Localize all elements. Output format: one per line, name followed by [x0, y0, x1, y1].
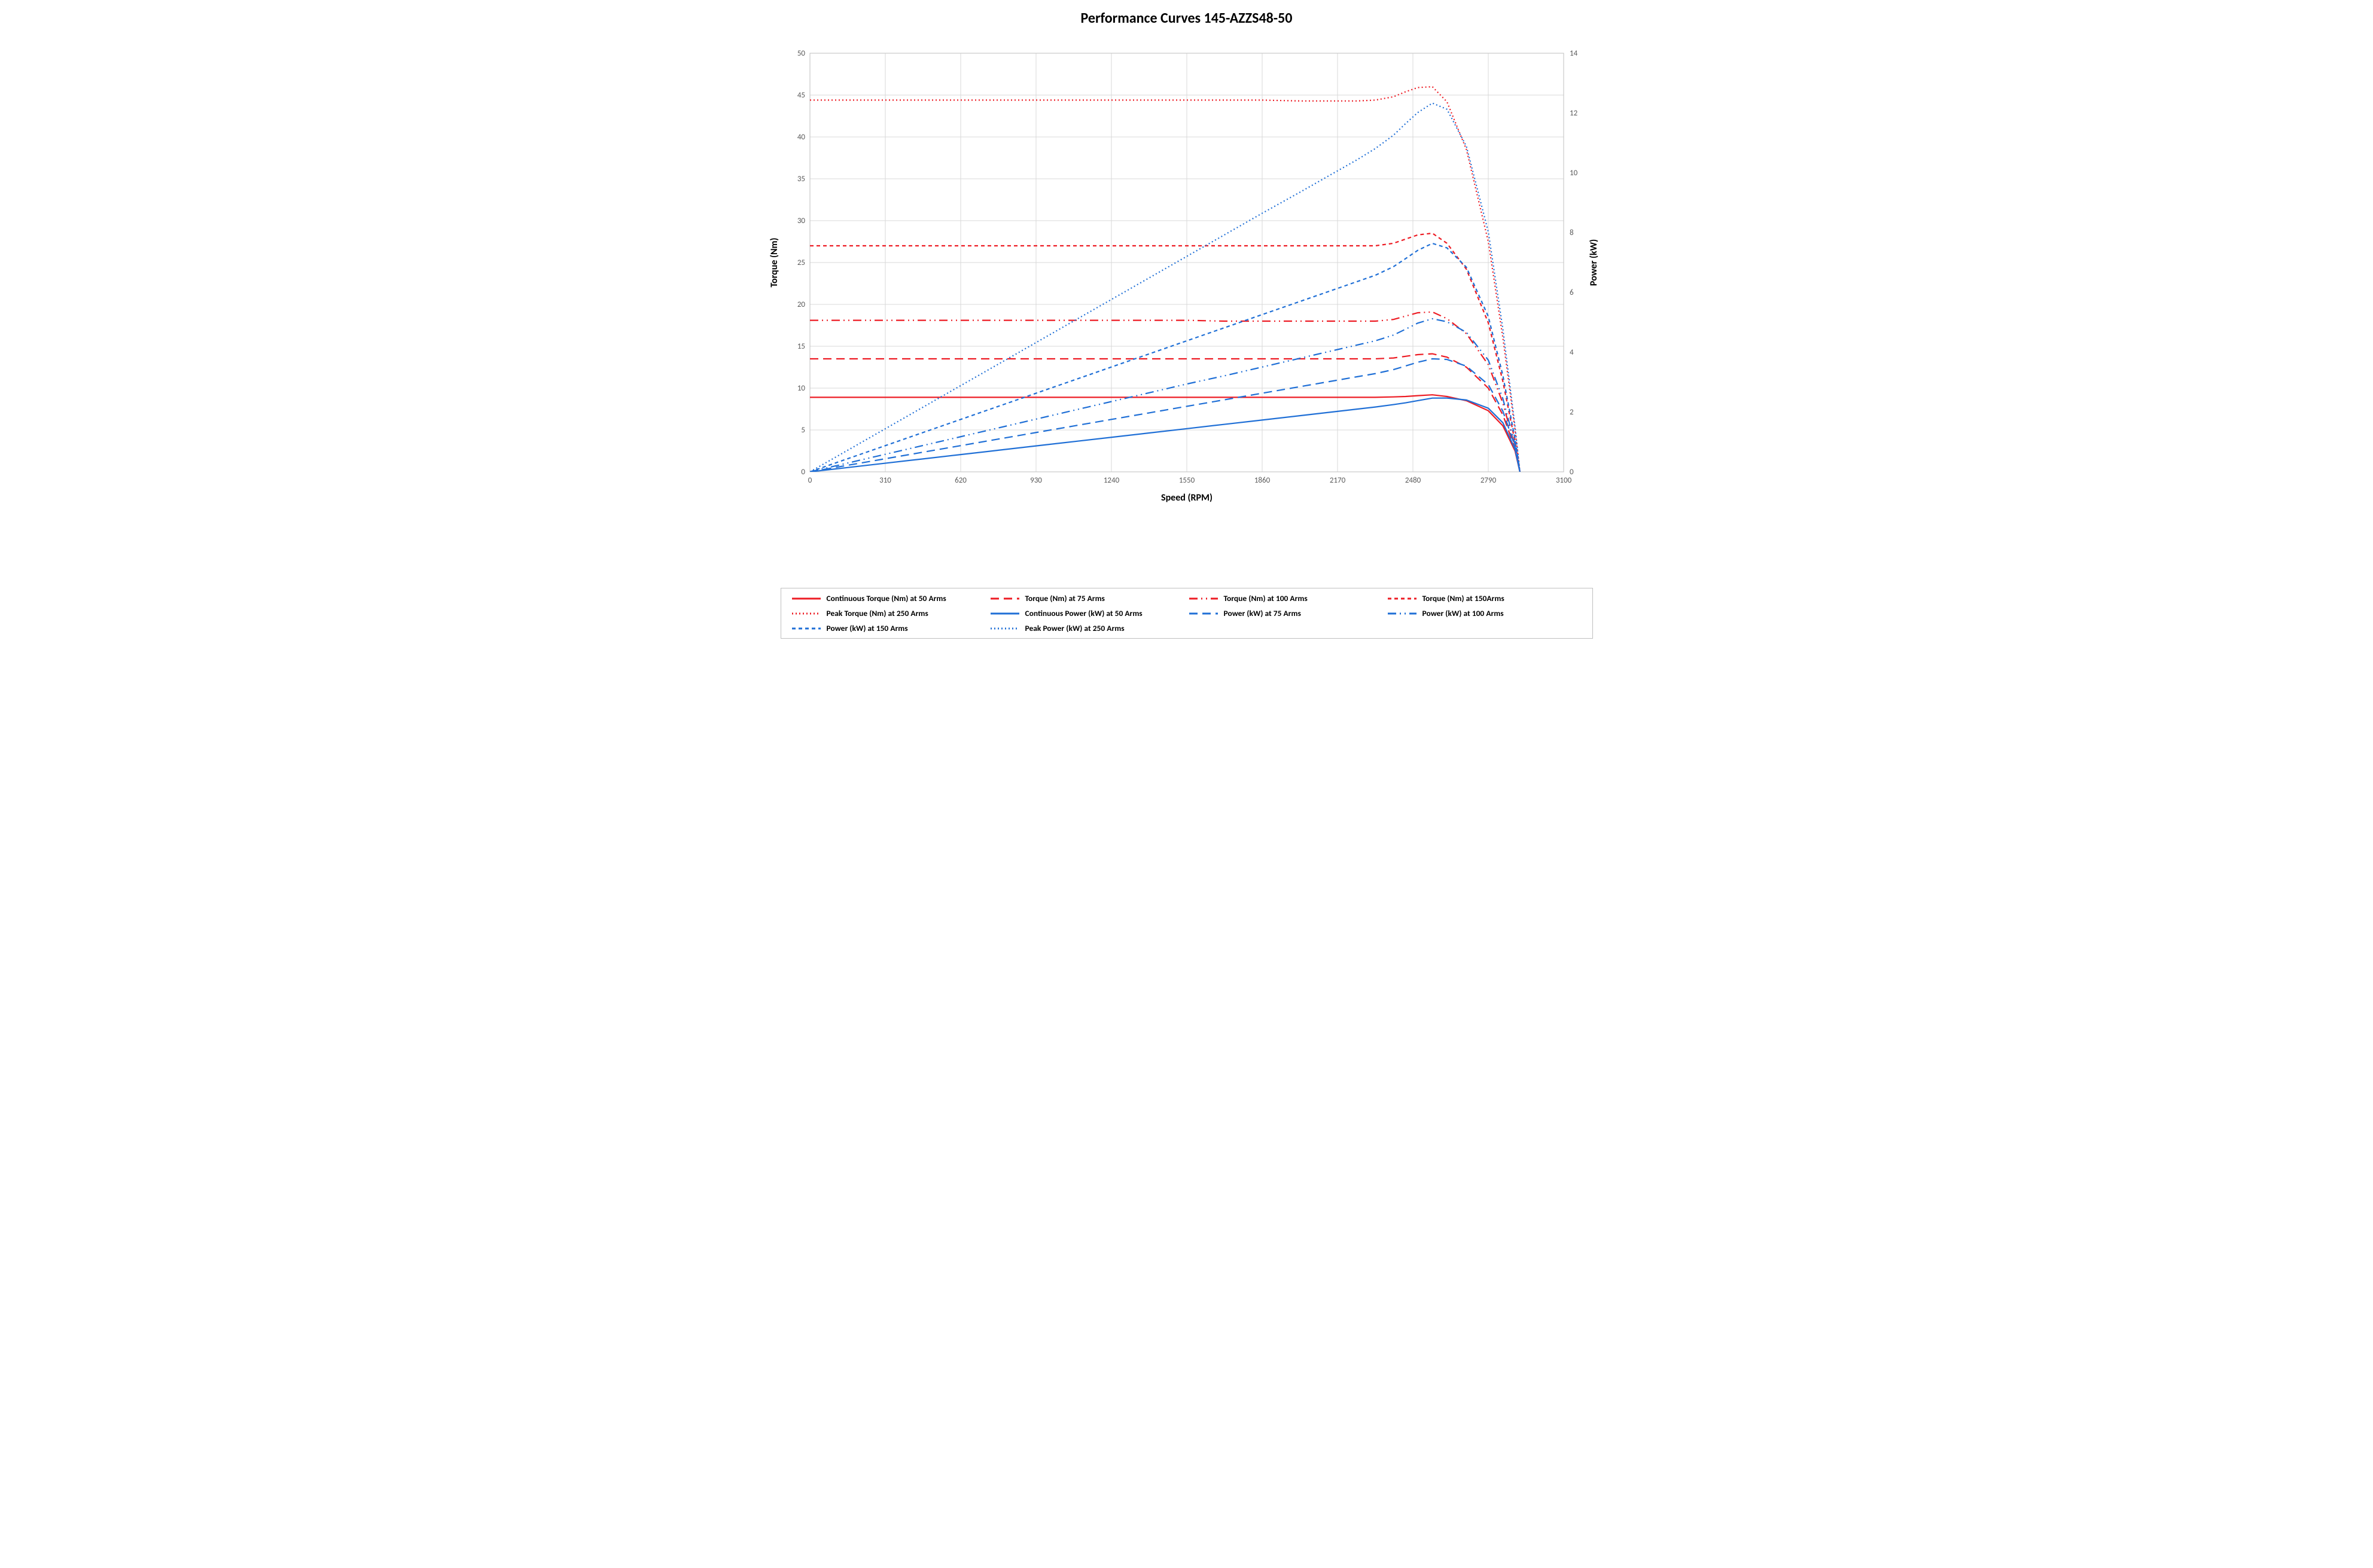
legend-swatch-power_100: [1388, 609, 1417, 618]
legend-item-torque_150: Torque (Nm) at 150Arms: [1388, 593, 1582, 603]
legend-item-torque_100: Torque (Nm) at 100 Arms: [1189, 593, 1383, 603]
y-right-tick-label: 4: [1570, 348, 1574, 357]
legend-item-torque_75: Torque (Nm) at 75 Arms: [991, 593, 1184, 603]
legend-item-power_75: Power (kW) at 75 Arms: [1189, 608, 1383, 618]
y-left-tick-label: 50: [797, 49, 805, 58]
legend-swatch-torque_100: [1189, 594, 1218, 603]
x-tick-label: 2790: [1480, 476, 1496, 485]
legend-label: Torque (Nm) at 100 Arms: [1224, 593, 1308, 603]
legend-swatch-power_250: [991, 624, 1019, 633]
legend-label: Continuous Torque (Nm) at 50 Arms: [827, 593, 946, 603]
legend-label: Torque (Nm) at 75 Arms: [1025, 593, 1105, 603]
x-axis-label: Speed (RPM): [1161, 492, 1213, 504]
legend-label: Torque (Nm) at 150Arms: [1422, 593, 1504, 603]
legend-swatch-torque_250: [792, 609, 821, 618]
y-left-tick-label: 40: [797, 133, 805, 142]
legend-label: Power (kW) at 75 Arms: [1224, 608, 1301, 618]
y-left-axis-label: Torque (Nm): [769, 237, 780, 287]
y-left-tick-label: 25: [797, 258, 805, 267]
legend-swatch-torque_50: [792, 594, 821, 603]
y-left-tick-label: 45: [797, 91, 805, 100]
y-right-axis-label: Power (kW): [1588, 239, 1600, 286]
x-tick-label: 3100: [1555, 476, 1571, 485]
legend-label: Power (kW) at 150 Arms: [827, 623, 908, 633]
chart-container: Performance Curves 145-AZZS48-50 0310620…: [750, 0, 1623, 651]
y-right-tick-label: 6: [1570, 288, 1574, 297]
legend-item-torque_250: Peak Torque (Nm) at 250 Arms: [792, 608, 986, 618]
legend-swatch-torque_150: [1388, 594, 1417, 603]
legend-swatch-power_75: [1189, 609, 1218, 618]
y-left-tick-label: 0: [801, 468, 805, 477]
y-right-tick-label: 12: [1570, 109, 1578, 118]
y-left-tick-label: 10: [797, 384, 805, 393]
y-right-tick-label: 8: [1570, 228, 1574, 237]
y-right-tick-label: 0: [1570, 468, 1574, 477]
legend-item-power_100: Power (kW) at 100 Arms: [1388, 608, 1582, 618]
y-right-tick-label: 10: [1570, 169, 1578, 178]
x-tick-label: 1550: [1178, 476, 1195, 485]
performance-chart: 0310620930124015501860217024802790310005…: [750, 29, 1623, 585]
y-left-tick-label: 15: [797, 342, 805, 351]
y-left-tick-label: 30: [797, 216, 805, 225]
legend-label: Power (kW) at 100 Arms: [1422, 608, 1504, 618]
legend-swatch-power_50: [991, 609, 1019, 618]
y-left-tick-label: 5: [801, 426, 805, 435]
x-tick-label: 0: [808, 476, 812, 485]
legend-label: Continuous Power (kW) at 50 Arms: [1025, 608, 1143, 618]
legend-item-torque_50: Continuous Torque (Nm) at 50 Arms: [792, 593, 986, 603]
legend-item-power_50: Continuous Power (kW) at 50 Arms: [991, 608, 1184, 618]
x-tick-label: 620: [955, 476, 967, 485]
legend-item-power_250: Peak Power (kW) at 250 Arms: [991, 623, 1184, 633]
y-right-tick-label: 2: [1570, 408, 1574, 417]
y-left-tick-label: 35: [797, 175, 805, 184]
y-left-tick-label: 20: [797, 300, 805, 309]
x-tick-label: 930: [1030, 476, 1042, 485]
chart-legend: Continuous Torque (Nm) at 50 Arms Torque …: [781, 588, 1593, 639]
legend-label: Peak Torque (Nm) at 250 Arms: [827, 608, 928, 618]
x-tick-label: 310: [879, 476, 891, 485]
legend-swatch-torque_75: [991, 594, 1019, 603]
chart-title: Performance Curves 145-AZZS48-50: [750, 10, 1623, 27]
legend-swatch-power_150: [792, 624, 821, 633]
x-tick-label: 2170: [1329, 476, 1345, 485]
legend-item-power_150: Power (kW) at 150 Arms: [792, 623, 986, 633]
x-tick-label: 1860: [1254, 476, 1270, 485]
y-right-tick-label: 14: [1570, 49, 1578, 58]
legend-label: Peak Power (kW) at 250 Arms: [1025, 623, 1125, 633]
x-tick-label: 1240: [1103, 476, 1119, 485]
x-tick-label: 2480: [1405, 476, 1421, 485]
